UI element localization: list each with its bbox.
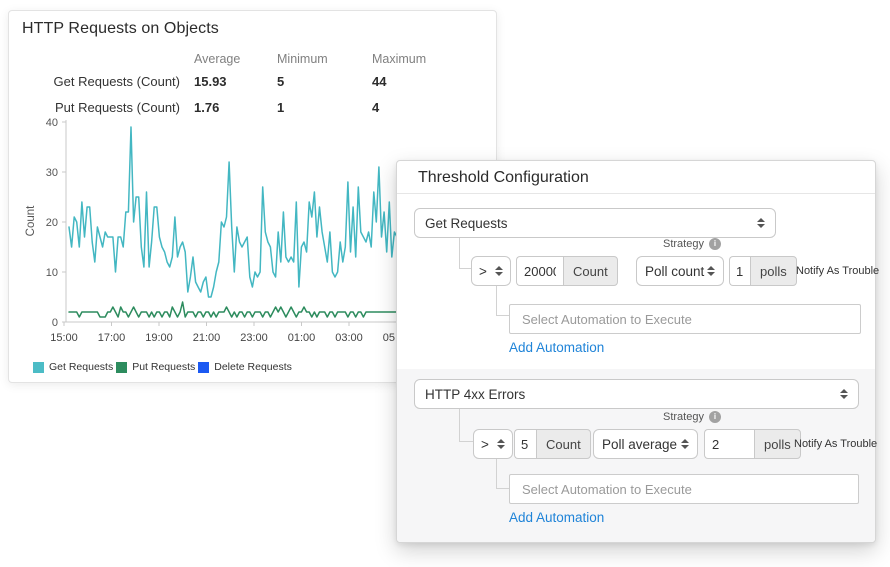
tree-connector bbox=[459, 409, 473, 442]
strategy-select[interactable]: Poll count bbox=[636, 256, 724, 286]
add-automation-link[interactable]: Add Automation bbox=[509, 340, 605, 355]
chart-legend: Get Requests Put Requests Delete Requests bbox=[33, 361, 295, 373]
threshold-configuration-panel: Threshold Configuration Get Requests Str… bbox=[396, 160, 879, 543]
polls-unit-addon: polls bbox=[754, 429, 801, 459]
polls-count-input[interactable] bbox=[704, 429, 754, 459]
select-arrows-icon bbox=[497, 439, 505, 449]
svg-text:20: 20 bbox=[46, 217, 58, 229]
select-arrows-icon bbox=[681, 439, 689, 449]
threshold-value-input[interactable] bbox=[516, 256, 563, 286]
stats-cell: 1.76 bbox=[194, 100, 220, 115]
svg-text:17:00: 17:00 bbox=[98, 332, 126, 344]
metric-select[interactable]: HTTP 4xx Errors bbox=[414, 379, 859, 409]
threshold-rule-row: > Count Poll average polls Notify As Tro… bbox=[397, 429, 878, 459]
svg-text:Count: Count bbox=[25, 205, 37, 236]
select-arrows-icon bbox=[707, 266, 715, 276]
svg-text:10: 10 bbox=[46, 267, 58, 279]
stats-col-average: Average bbox=[194, 52, 241, 66]
threshold-rule-row: > Count Poll count polls Notify As Troub… bbox=[397, 256, 879, 286]
threshold-section-get-requests: Get Requests Strategy i > Count Poll cou… bbox=[397, 194, 879, 369]
panel-header: Threshold Configuration bbox=[397, 161, 875, 194]
strategy-label: Strategy i bbox=[663, 238, 721, 250]
stats-row-label: Get Requests (Count) bbox=[53, 74, 180, 89]
legend-label: Put Requests bbox=[132, 361, 196, 373]
legend-item[interactable]: Put Requests bbox=[116, 361, 195, 373]
stats-row-label: Put Requests (Count) bbox=[54, 100, 180, 115]
tree-connector bbox=[496, 459, 509, 489]
threshold-value-input[interactable] bbox=[514, 429, 536, 459]
polls-unit-addon: polls bbox=[750, 256, 797, 286]
svg-text:15:00: 15:00 bbox=[50, 332, 78, 344]
svg-text:40: 40 bbox=[46, 117, 58, 129]
polls-group: polls bbox=[729, 256, 797, 286]
threshold-value-group: Count bbox=[516, 256, 618, 286]
select-arrows-icon bbox=[495, 266, 503, 276]
svg-text:21:00: 21:00 bbox=[193, 332, 221, 344]
legend-label: Delete Requests bbox=[214, 361, 292, 373]
panel-title: Threshold Configuration bbox=[418, 169, 589, 186]
stats-col-minimum: Minimum bbox=[277, 52, 328, 66]
threshold-value-group: Count bbox=[514, 429, 591, 459]
stats-cell: 4 bbox=[372, 100, 380, 115]
stats-table: Average Minimum Maximum Get Requests (Co… bbox=[21, 49, 482, 121]
tree-connector bbox=[459, 238, 471, 269]
stats-cell: 5 bbox=[277, 74, 285, 89]
svg-text:0: 0 bbox=[52, 317, 58, 329]
select-arrows-icon bbox=[757, 218, 765, 228]
legend-label: Get Requests bbox=[49, 361, 114, 373]
stats-cell: 44 bbox=[372, 74, 387, 89]
threshold-unit-addon: Count bbox=[536, 429, 591, 459]
comparator-select[interactable]: > bbox=[473, 429, 513, 459]
svg-text:19:00: 19:00 bbox=[145, 332, 173, 344]
threshold-section-http-4xx: HTTP 4xx Errors Strategy i > Count Poll … bbox=[397, 369, 878, 542]
legend-item[interactable]: Delete Requests bbox=[198, 361, 292, 373]
notify-as-trouble-label: Notify As Trouble bbox=[794, 438, 878, 450]
legend-swatch bbox=[33, 361, 44, 373]
polls-group: polls bbox=[704, 429, 801, 459]
card-title: HTTP Requests on Objects bbox=[22, 20, 219, 37]
requests-timeseries-chart: 0 10 20 30 40 15:00 17:00 19:00 21:00 23:00 01:00 0… bbox=[25, 117, 490, 344]
legend-swatch bbox=[116, 361, 128, 373]
strategy-select[interactable]: Poll average bbox=[593, 429, 698, 459]
strategy-label: Strategy i bbox=[663, 411, 721, 423]
polls-count-input[interactable] bbox=[729, 256, 750, 286]
threshold-unit-addon: Count bbox=[563, 256, 618, 286]
legend-swatch bbox=[198, 361, 210, 373]
stats-col-maximum: Maximum bbox=[372, 52, 427, 66]
legend-item[interactable]: Get Requests bbox=[33, 361, 113, 373]
svg-text:23:00: 23:00 bbox=[240, 332, 268, 344]
stats-cell: 1 bbox=[277, 100, 285, 115]
metric-select[interactable]: Get Requests bbox=[414, 208, 776, 238]
svg-text:01:00: 01:00 bbox=[288, 332, 316, 344]
stats-cell: 15.93 bbox=[194, 74, 227, 89]
svg-text:03:00: 03:00 bbox=[335, 332, 363, 344]
info-icon[interactable]: i bbox=[708, 238, 721, 250]
notify-as-trouble-label: Notify As Trouble bbox=[796, 265, 880, 277]
automation-select-input[interactable] bbox=[509, 304, 861, 334]
automation-select-input[interactable] bbox=[509, 474, 859, 504]
info-icon[interactable]: i bbox=[708, 411, 721, 423]
tree-connector bbox=[496, 286, 509, 316]
comparator-select[interactable]: > bbox=[471, 256, 511, 286]
select-arrows-icon bbox=[840, 389, 848, 399]
metric-select-value: HTTP 4xx Errors bbox=[425, 386, 526, 402]
add-automation-link[interactable]: Add Automation bbox=[509, 510, 605, 525]
metric-select-value: Get Requests bbox=[425, 215, 508, 231]
svg-text:30: 30 bbox=[46, 167, 58, 179]
